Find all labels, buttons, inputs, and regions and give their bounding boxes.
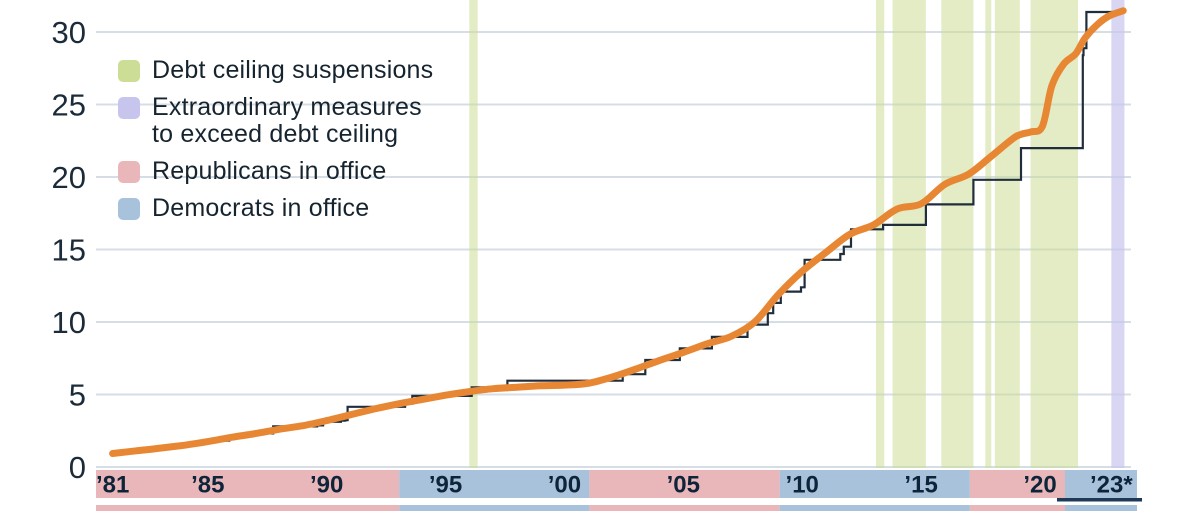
x-tick-label: ’20 bbox=[1023, 472, 1056, 499]
gridlines bbox=[96, 31, 1131, 468]
x-tick-label: ’23* bbox=[1090, 472, 1133, 499]
x-tick-label: ’05 bbox=[667, 472, 700, 499]
bottom-strip-D bbox=[399, 505, 590, 511]
president-term-band-D bbox=[779, 470, 970, 498]
suspension-band bbox=[892, 0, 926, 468]
president-term-band-R bbox=[969, 470, 1065, 498]
president-term-bands bbox=[96, 470, 1142, 511]
suspension-band bbox=[469, 0, 478, 468]
x-tick-label: ’81 bbox=[96, 472, 129, 499]
x-tick-label: ’95 bbox=[429, 472, 462, 499]
suspension-bands bbox=[469, 0, 1079, 468]
president-term-band-D bbox=[399, 470, 590, 498]
y-tick-label: 25 bbox=[52, 87, 86, 122]
bottom-strip-R bbox=[589, 505, 780, 511]
y-tick-label: 10 bbox=[52, 305, 86, 340]
bottom-strip-D bbox=[1064, 505, 1137, 511]
x-tick-label: ’85 bbox=[191, 472, 224, 499]
y-tick-label: 20 bbox=[52, 160, 86, 195]
total-debt-line bbox=[109, 7, 1127, 457]
suspension-band bbox=[941, 0, 974, 468]
x-axis-labels: ’81 ’85 ’90 ’95 ’00 ’05 ’10 ’15 ’20 ’23* bbox=[96, 472, 1133, 499]
axis-underline bbox=[1056, 498, 1142, 502]
suspension-band bbox=[985, 0, 992, 468]
y-tick-label: 30 bbox=[52, 15, 86, 50]
suspension-band bbox=[994, 0, 1020, 468]
extraordinary-measures-bands bbox=[1111, 0, 1125, 468]
y-axis-labels: 0 5 10 15 20 25 30 bbox=[52, 15, 86, 485]
president-term-band-R bbox=[96, 470, 400, 498]
bottom-strip-R bbox=[96, 505, 400, 511]
x-tick-label: ’15 bbox=[904, 472, 937, 499]
bottom-strip-R bbox=[969, 505, 1065, 511]
y-tick-label: 15 bbox=[52, 232, 86, 267]
total-debt-series bbox=[109, 7, 1127, 457]
y-tick-label: 5 bbox=[69, 377, 86, 412]
extraordinary-measures-band bbox=[1111, 0, 1125, 468]
president-term-band-R bbox=[589, 470, 780, 498]
suspension-band bbox=[875, 0, 885, 468]
president-term-band-D bbox=[1064, 470, 1137, 498]
x-tick-label: ’00 bbox=[548, 472, 581, 499]
suspension-band bbox=[1030, 0, 1079, 468]
bottom-strip-D bbox=[779, 505, 970, 511]
x-tick-label: ’90 bbox=[310, 472, 343, 499]
x-tick-label: ’10 bbox=[786, 472, 819, 499]
y-tick-label: 0 bbox=[69, 450, 86, 485]
